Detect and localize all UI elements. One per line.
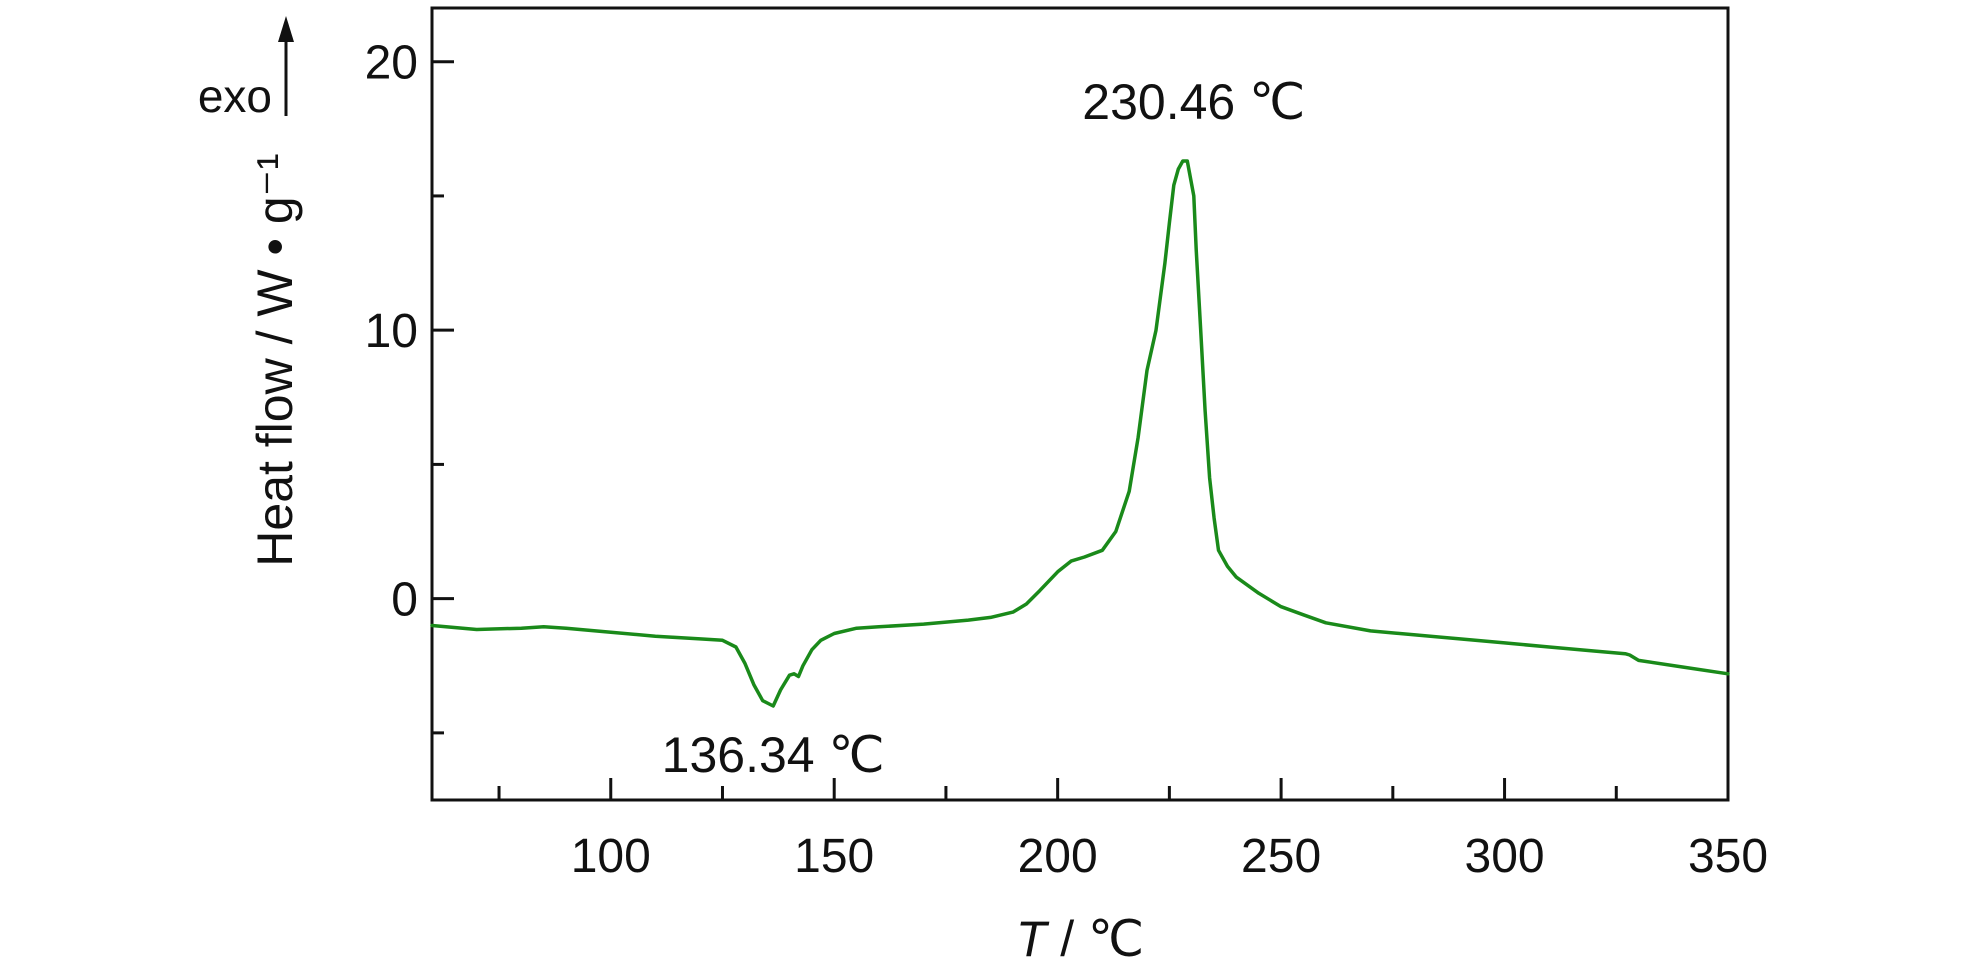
exo-arrowhead-icon [278, 16, 294, 42]
peak-annotations: 230.46 ℃ 136.34 ℃ [662, 74, 1306, 783]
y-tick-label: 20 [365, 37, 418, 90]
heat-flow-curve [430, 159, 1730, 708]
x-tick-label: 300 [1465, 830, 1545, 883]
x-tick-label: 350 [1688, 830, 1768, 883]
plot-frame [430, 6, 1730, 802]
exo-label: exo [198, 70, 272, 122]
y-axis-label: Heat flow / W • g⁻¹ [247, 153, 303, 566]
x-axis-label: T / ℃ [1016, 911, 1144, 967]
x-axis-ticks: 100 150 200 250 300 350 [497, 778, 1768, 883]
y-tick-label: 0 [391, 574, 418, 627]
peak-annotation-label: 136.34 ℃ [662, 727, 885, 783]
y-tick-label: 10 [365, 305, 418, 358]
x-tick-label: 200 [1018, 830, 1098, 883]
x-axis-label-unit: / ℃ [1046, 911, 1144, 967]
peak-annotation-label: 230.46 ℃ [1082, 74, 1305, 130]
x-tick-label: 150 [794, 830, 874, 883]
y-axis-ticks: 0 10 20 [365, 37, 454, 735]
x-axis-label-symbol: T [1016, 911, 1050, 967]
x-tick-label: 250 [1241, 830, 1321, 883]
x-tick-label: 100 [571, 830, 651, 883]
